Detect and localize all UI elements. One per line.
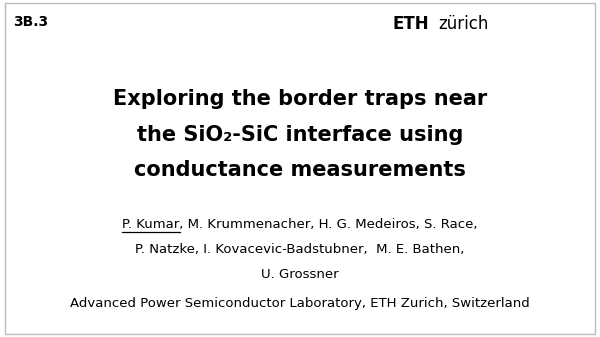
Text: ETH: ETH	[393, 15, 430, 33]
Text: P. Natzke, I. Kovacevic-Badstubner,  M. E. Bathen,: P. Natzke, I. Kovacevic-Badstubner, M. E…	[136, 243, 464, 256]
Text: zürich: zürich	[438, 15, 488, 33]
Text: conductance measurements: conductance measurements	[134, 160, 466, 180]
Text: U. Grossner: U. Grossner	[261, 268, 339, 281]
Text: Piyush Kumar: Piyush Kumar	[511, 79, 554, 84]
Text: P. Kumar, M. Krummenacher, H. G. Medeiros, S. Race,: P. Kumar, M. Krummenacher, H. G. Medeiro…	[122, 218, 478, 231]
Text: 3B.3: 3B.3	[13, 15, 49, 29]
Text: Advanced Power Semiconductor Laboratory, ETH Zurich, Switzerland: Advanced Power Semiconductor Laboratory,…	[70, 297, 530, 310]
Text: Exploring the border traps near: Exploring the border traps near	[113, 89, 487, 110]
Text: the SiO₂-SiC interface using: the SiO₂-SiC interface using	[137, 125, 463, 145]
